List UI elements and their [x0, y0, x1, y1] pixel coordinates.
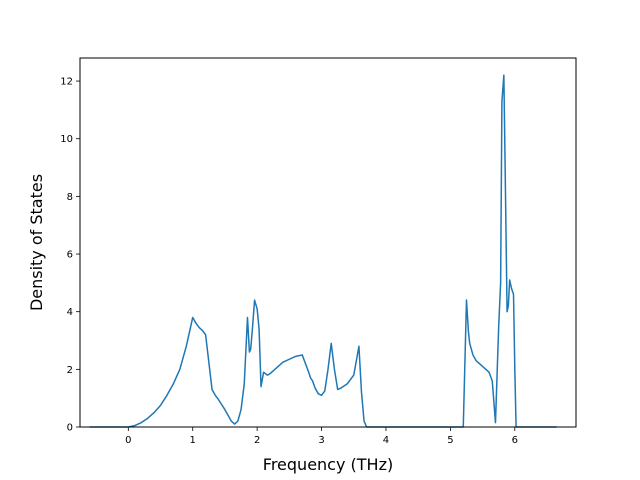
x-tick-label: 1: [190, 435, 196, 446]
x-tick-label: 3: [318, 435, 324, 446]
y-tick-label: 10: [60, 134, 73, 145]
x-tick-label: 0: [125, 435, 131, 446]
x-tick-label: 5: [447, 435, 453, 446]
x-tick-label: 4: [383, 435, 389, 446]
y-tick-label: 8: [67, 192, 73, 203]
dos-series-line: [89, 74, 557, 428]
y-tick-label: 2: [67, 365, 73, 376]
y-tick-label: 6: [67, 250, 73, 261]
plot-frame: [79, 57, 577, 428]
y-tick-label: 12: [60, 77, 73, 88]
y-axis-label: Density of States: [27, 174, 46, 311]
y-tick-label: 4: [67, 307, 73, 318]
series-layer: [89, 74, 557, 428]
y-tick-label: 0: [67, 423, 73, 434]
x-tick-label: 6: [512, 435, 518, 446]
x-tick-label: 2: [254, 435, 260, 446]
x-axis-label: Frequency (THz): [263, 455, 393, 474]
